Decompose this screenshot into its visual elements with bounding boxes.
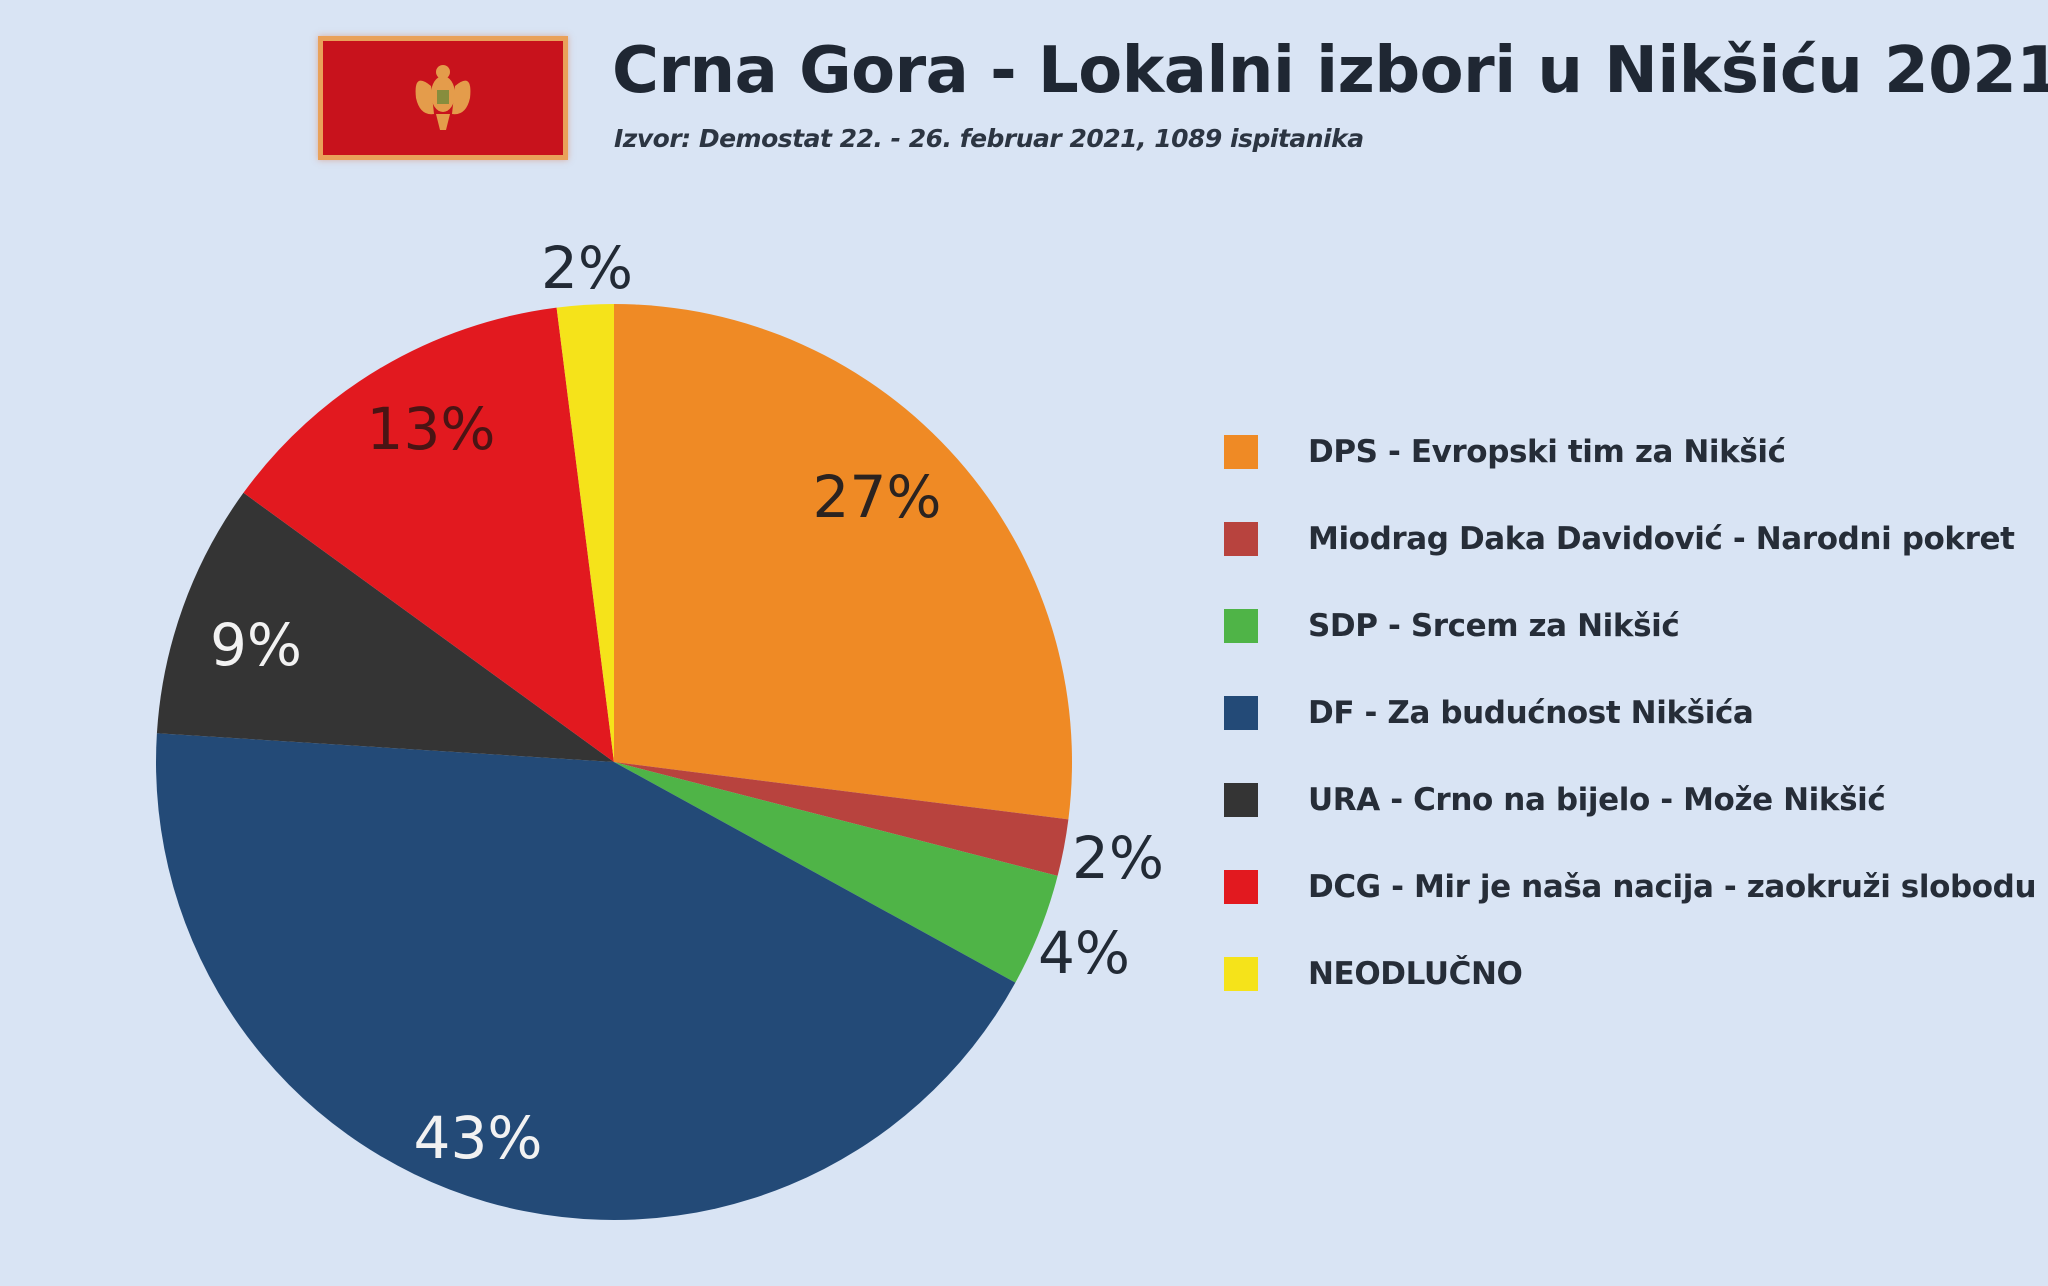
slice-percent-label: 27%	[812, 463, 942, 531]
legend-swatch-icon	[1224, 695, 1258, 730]
slice-ura	[156, 492, 615, 762]
legend-label: DCG - Mir je naša nacija - zaokruži slob…	[1308, 868, 2037, 905]
chart-subtitle: Izvor: Demostat 22. - 26. februar 2021, …	[614, 124, 1364, 153]
legend-item: Miodrag Daka Davidović - Narodni pokret	[1224, 495, 2036, 582]
slice-percent-label: 4%	[1037, 919, 1131, 987]
legend-item: DCG - Mir je naša nacija - zaokruži slob…	[1224, 843, 2037, 930]
slice-percent-label: 43%	[413, 1104, 543, 1172]
slice-percent-label: 2%	[540, 234, 634, 302]
montenegro-flag-icon	[318, 36, 568, 160]
slice-miodrag	[614, 762, 1069, 876]
legend-swatch-icon	[1224, 782, 1258, 817]
slice-sdp	[614, 762, 1058, 983]
legend-item: NEODLUČNO	[1224, 930, 2036, 1017]
legend-swatch-icon	[1224, 956, 1258, 991]
slice-dps	[614, 304, 1072, 820]
legend-label: DF - Za budućnost Nikšića	[1308, 694, 1754, 731]
legend-swatch-icon	[1224, 608, 1258, 643]
legend-label: URA - Crno na bijelo - Može Nikšić	[1308, 781, 1886, 818]
legend-item: DPS - Evropski tim za Nikšić	[1224, 408, 2036, 495]
slice-percent-label: 9%	[209, 611, 303, 679]
legend-swatch-icon	[1224, 869, 1258, 904]
slice-percent-label: 2%	[1071, 824, 1165, 892]
chart-legend: DPS - Evropski tim za Nikšić Miodrag Daka…	[1224, 408, 2037, 1017]
slice-percent-label: 13%	[366, 395, 496, 463]
legend-label: SDP - Srcem za Nikšić	[1308, 607, 1680, 644]
legend-label: Miodrag Daka Davidović - Narodni pokret	[1308, 520, 2015, 557]
legend-item: DF - Za budućnost Nikšića	[1224, 669, 2036, 756]
legend-swatch-icon	[1224, 521, 1258, 556]
legend-swatch-icon	[1224, 434, 1258, 469]
slice-neodlucno	[556, 304, 614, 762]
legend-label: DPS - Evropski tim za Nikšić	[1308, 433, 1786, 470]
legend-item: SDP - Srcem za Nikšić	[1224, 582, 2036, 669]
slice-df	[156, 733, 1016, 1221]
legend-label: NEODLUČNO	[1308, 955, 1523, 992]
slice-dcg	[243, 307, 614, 762]
legend-item: URA - Crno na bijelo - Može Nikšić	[1224, 756, 2036, 843]
chart-title: Crna Gora - Lokalni izbori u Nikšiću 202…	[612, 34, 2048, 108]
